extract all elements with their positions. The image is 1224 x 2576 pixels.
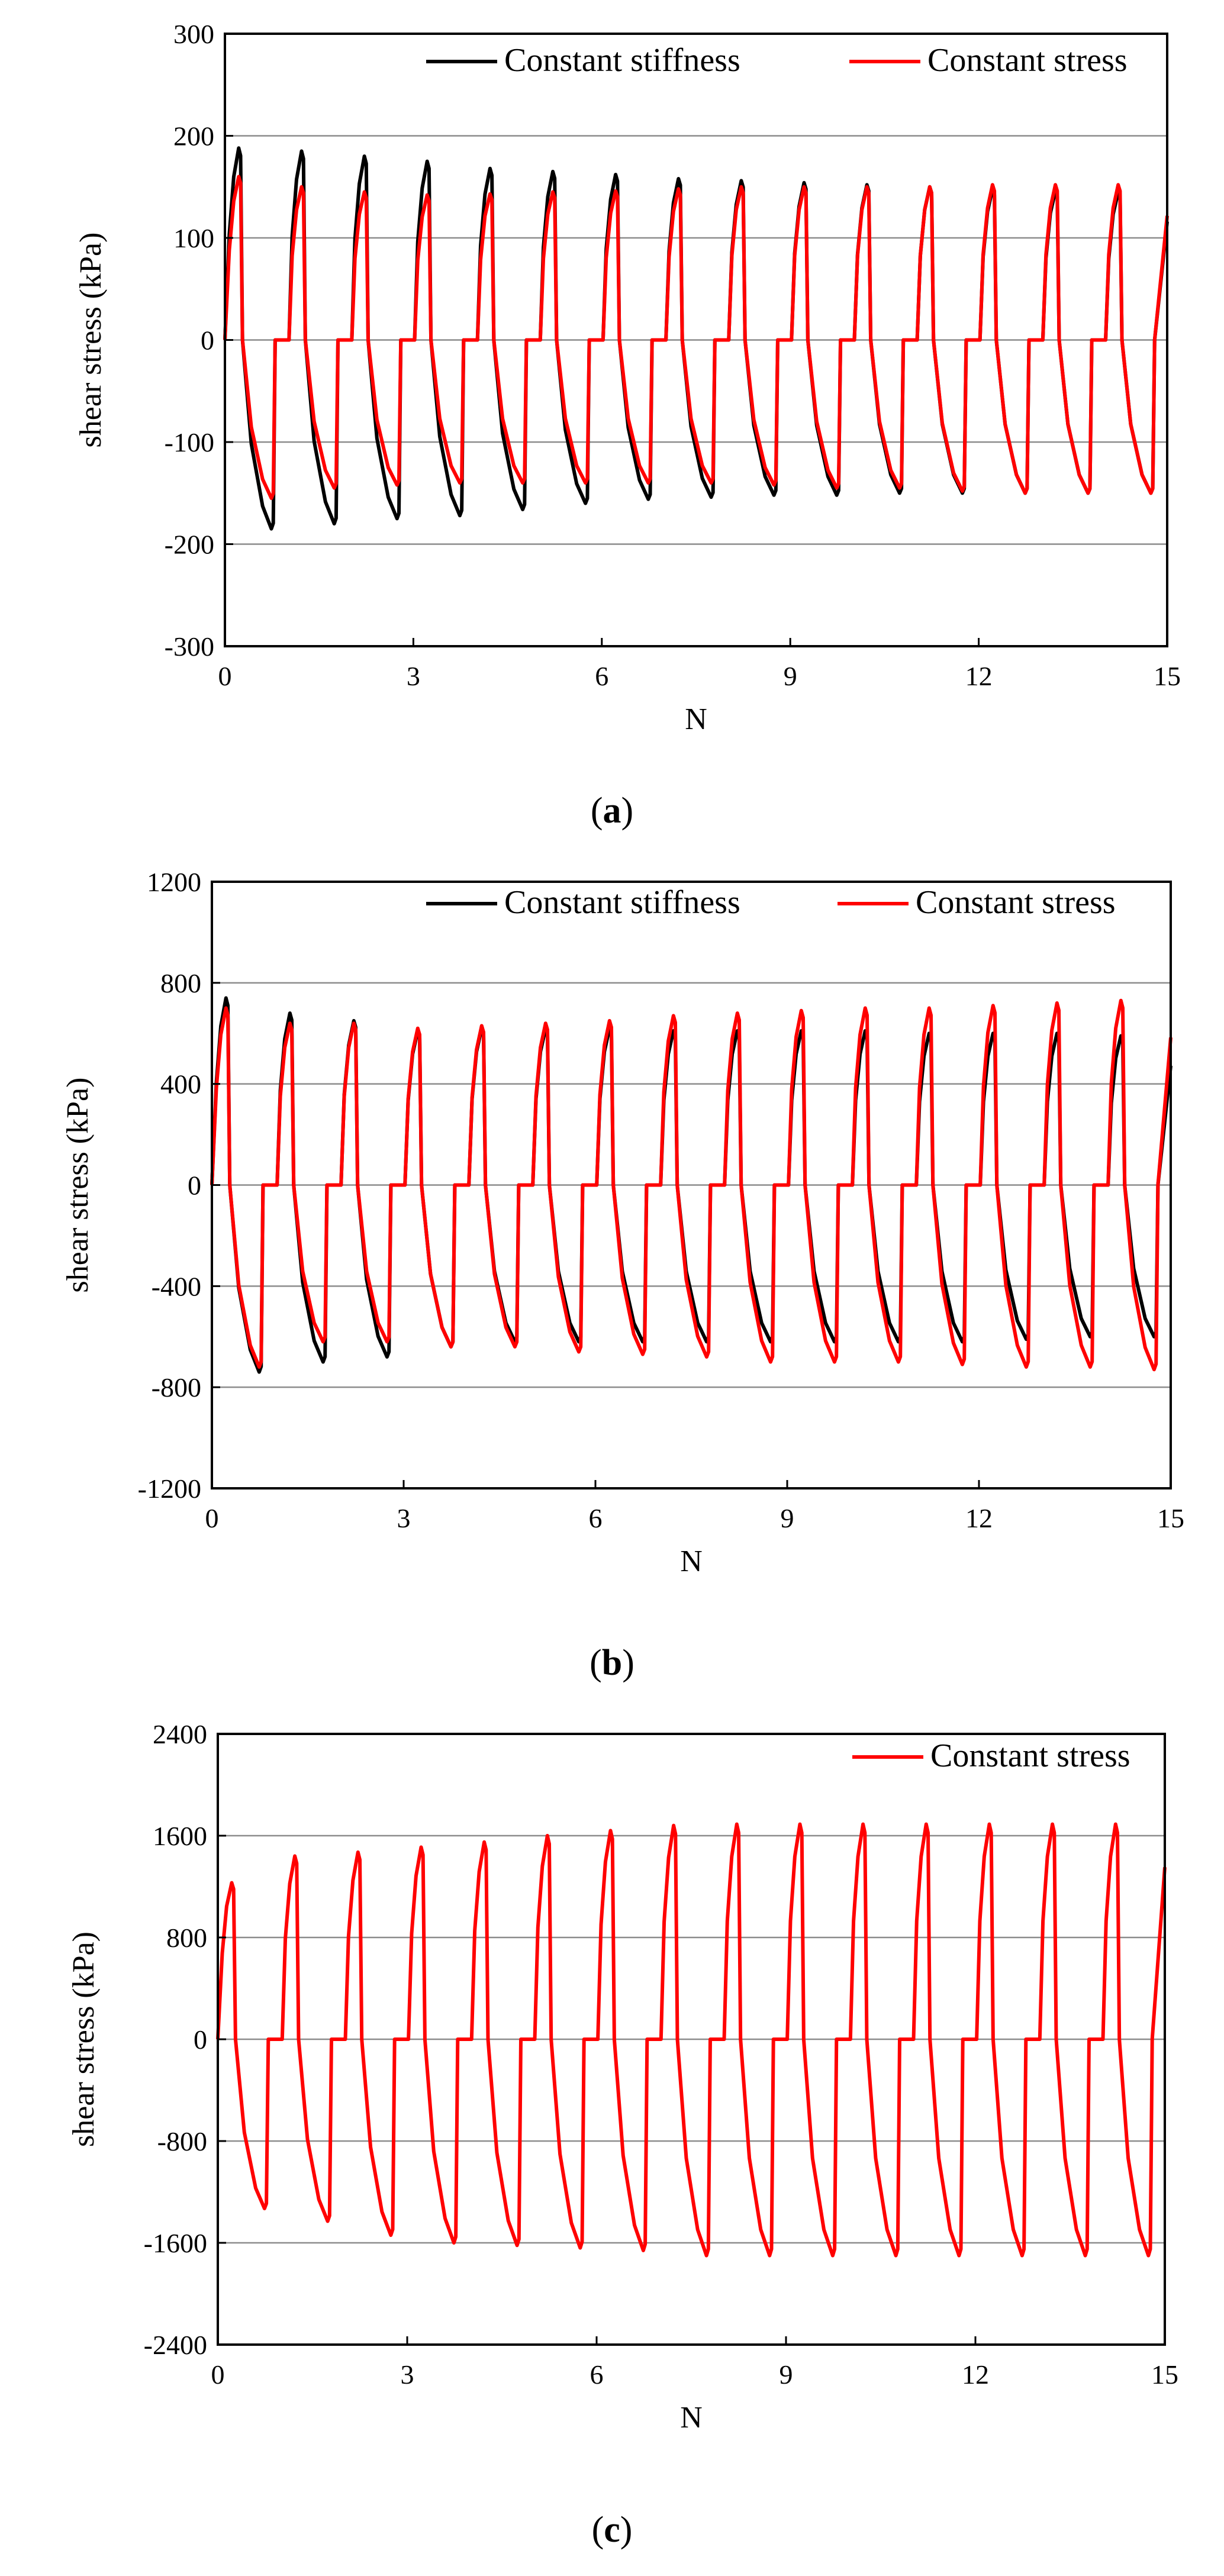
x-tick-label: 3: [397, 1503, 411, 1533]
y-tick-label: -400: [152, 1271, 201, 1301]
y-tick-label: -800: [157, 2126, 207, 2156]
gridlines: [218, 1835, 1165, 2244]
chart-panel-c: -2400 -1600 -800 0 800 1600 2400 0 3 6 9 12 15 shea…: [67, 1719, 1178, 2435]
x-axis-label: N: [685, 702, 707, 736]
series-line: [216, 1822, 1167, 2258]
caption-open: (: [590, 791, 603, 831]
x-tick-label: 12: [965, 661, 993, 691]
caption-c: (c): [0, 2509, 1224, 2551]
series-line: [223, 175, 1169, 500]
y-tick-label: -800: [152, 1372, 201, 1403]
x-tick-label: 12: [965, 1503, 993, 1533]
legend-label: Constant stress: [916, 884, 1116, 921]
x-tick-label: 0: [218, 661, 232, 691]
x-axis-label: N: [680, 1545, 703, 1578]
caption-close: ): [620, 2510, 633, 2550]
legend-label: Constant stiffness: [504, 42, 740, 79]
y-tick-labels: -1200 -800 -400 0 400 800 1200: [138, 867, 220, 1504]
y-tick-label: -100: [165, 427, 214, 457]
series-line: [210, 998, 1173, 1372]
caption-close: ): [621, 791, 634, 831]
y-axis-label: shear stress (kPa): [61, 1078, 95, 1293]
caption-letter: c: [604, 2510, 620, 2550]
y-tick-label: 800: [166, 1923, 207, 1953]
x-tick-label: 9: [784, 661, 797, 691]
x-tick-labels: 0 3 6 9 12 15: [211, 2336, 1178, 2390]
x-tick-labels: 0 3 6 9 12 15: [205, 1480, 1184, 1533]
y-tick-labels: -2400 -1600 -800 0 800 1600 2400: [144, 1719, 226, 2360]
caption-letter: b: [601, 1643, 623, 1683]
x-tick-label: 6: [590, 2359, 604, 2390]
legend-label: Constant stiffness: [504, 884, 740, 921]
x-tick-label: 3: [407, 661, 420, 691]
y-tick-label: -1200: [138, 1474, 201, 1504]
caption-open: (: [591, 2510, 604, 2550]
legend: Constant stiffness Constant stress: [426, 884, 1116, 921]
y-tick-label: 200: [173, 121, 214, 151]
y-tick-label: -200: [165, 530, 214, 560]
series-lines: [210, 996, 1173, 1374]
x-tick-label: 12: [962, 2359, 989, 2390]
y-tick-label: 0: [188, 1171, 201, 1201]
y-tick-label: 100: [173, 223, 214, 253]
x-tick-label: 15: [1154, 661, 1181, 691]
x-tick-label: 6: [589, 1503, 603, 1533]
series-lines: [216, 1822, 1167, 2258]
series-lines: [223, 146, 1169, 531]
y-axis-label: shear stress (kPa): [74, 233, 108, 448]
y-tick-labels: -300 -200 -100 0 100 200 300: [165, 19, 233, 662]
y-axis-label: shear stress (kPa): [67, 1932, 101, 2147]
x-tick-label: 0: [211, 2359, 225, 2390]
y-tick-label: 1600: [153, 1821, 207, 1851]
caption-a: (a): [0, 790, 1224, 832]
x-tick-labels: 0 3 6 9 12 15: [218, 638, 1181, 691]
y-tick-label: -300: [165, 631, 214, 662]
legend-label: Constant stress: [927, 42, 1128, 79]
y-tick-label: 1200: [147, 867, 201, 897]
x-tick-label: 15: [1157, 1503, 1184, 1533]
y-tick-label: 400: [160, 1069, 201, 1100]
x-tick-label: 9: [780, 2359, 793, 2390]
caption-open: (: [590, 1643, 602, 1683]
x-tick-label: 0: [205, 1503, 219, 1533]
caption-close: ): [622, 1643, 634, 1683]
x-tick-label: 9: [781, 1503, 794, 1533]
caption-b: (b): [0, 1642, 1224, 1684]
legend: Constant stiffness Constant stress: [426, 42, 1128, 79]
y-tick-label: -2400: [144, 2330, 207, 2360]
x-axis-label: N: [680, 2401, 703, 2435]
y-tick-label: 0: [194, 2024, 207, 2055]
legend-label: Constant stress: [930, 1737, 1130, 1774]
y-tick-label: 0: [201, 325, 214, 356]
y-tick-label: 2400: [153, 1719, 207, 1749]
x-tick-label: 6: [595, 661, 608, 691]
y-tick-label: 800: [160, 968, 201, 998]
x-tick-label: 3: [401, 2359, 414, 2390]
legend: Constant stress: [852, 1737, 1130, 1774]
chart-panel-b: -1200 -800 -400 0 400 800 1200 0 3 6 9 12 15 shear …: [61, 867, 1184, 1578]
chart-panel-a: -300 -200 -100 0 100 200 300 0 3 6 9 12 15 shear st…: [74, 19, 1181, 736]
y-tick-label: -1600: [144, 2228, 207, 2258]
caption-letter: a: [603, 791, 621, 831]
x-tick-label: 15: [1151, 2359, 1178, 2390]
y-tick-label: 300: [173, 19, 214, 49]
